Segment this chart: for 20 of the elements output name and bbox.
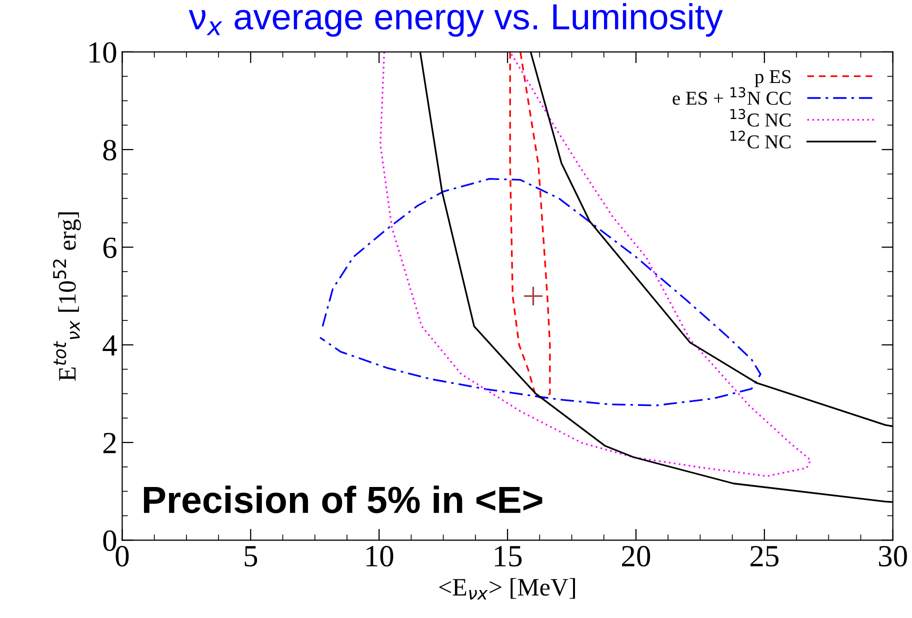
x-tick-label: 20 <box>622 546 650 566</box>
x-tick-label: 25 <box>750 546 778 566</box>
x-tick-label: 10 <box>366 546 394 566</box>
x-axis-title: <E$_{νx}$> [MeV] <box>439 578 575 600</box>
annotation: Precision of 5% in <E> <box>144 486 542 514</box>
y-tick-label: 0 <box>103 530 116 552</box>
y-tick-label: 4 <box>102 335 117 356</box>
legend-label: $^{13}$C NC <box>730 108 791 127</box>
x-tick-label: 30 <box>879 546 907 566</box>
legend-label: p ES <box>754 70 791 88</box>
y-axis-title: E$^{tot}$$_{νx}$ [10$^{52}$ erg] <box>52 212 81 381</box>
x-tick-label: 15 <box>494 546 522 566</box>
chart-title: ν$_{x}$ average energy vs. Luminosity <box>188 3 723 37</box>
y-tick-label: 8 <box>103 140 116 160</box>
x-tick-label: 5 <box>244 546 258 566</box>
legend-label: e ES + $^{13}$N CC <box>672 87 791 105</box>
y-tick-label: 2 <box>103 432 116 454</box>
y-tick-label: 6 <box>103 238 116 258</box>
legend-label: $^{12}$C NC <box>730 130 791 148</box>
y-tick-label: 10 <box>89 42 116 63</box>
